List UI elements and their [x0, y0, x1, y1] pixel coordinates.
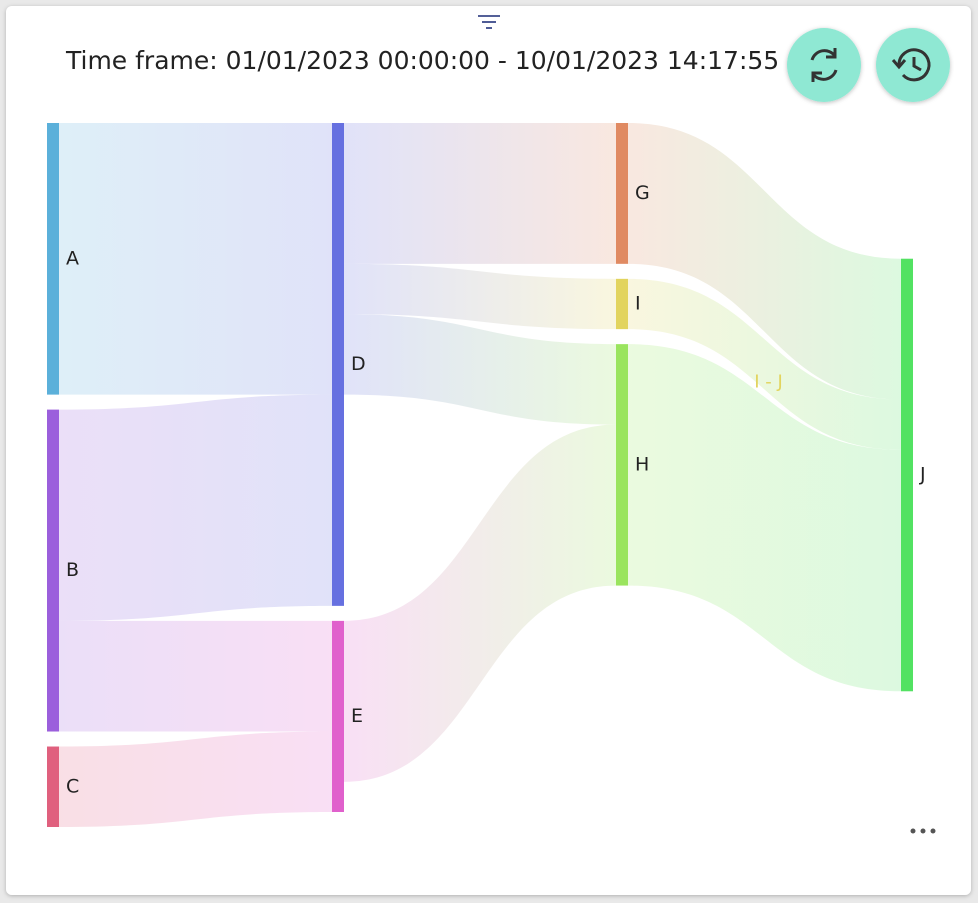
link-label: I - J [754, 371, 783, 392]
node-label: G [635, 182, 650, 204]
node [901, 258, 913, 692]
link [344, 123, 616, 264]
node [616, 344, 628, 586]
node-label: D [351, 353, 366, 375]
nodes: A B C D E G I H J [47, 123, 926, 827]
filter-icon[interactable] [478, 15, 500, 29]
node [616, 123, 628, 264]
link [59, 620, 332, 732]
history-button[interactable] [876, 28, 950, 102]
node-label: J [919, 464, 926, 486]
node [47, 746, 59, 827]
node [616, 278, 628, 330]
link [628, 123, 901, 400]
node-label: E [351, 705, 363, 727]
node-label: A [66, 247, 79, 269]
node [47, 123, 59, 395]
node [47, 409, 59, 732]
node-label: I [635, 292, 641, 314]
node-label: C [66, 775, 79, 797]
chart-title: Time frame: 01/01/2023 00:00:00 - 10/01/… [65, 46, 779, 75]
link [628, 278, 901, 450]
link [59, 394, 332, 621]
link [59, 731, 332, 827]
more-menu[interactable] [910, 828, 936, 834]
node-label: H [635, 453, 649, 475]
link [344, 424, 616, 782]
node-label: B [66, 559, 79, 581]
link [344, 314, 616, 425]
node [332, 123, 344, 606]
link [344, 263, 616, 330]
link [59, 123, 332, 395]
link [628, 344, 901, 692]
links: I - J [59, 123, 901, 827]
refresh-button[interactable] [787, 28, 861, 102]
node [332, 620, 344, 812]
